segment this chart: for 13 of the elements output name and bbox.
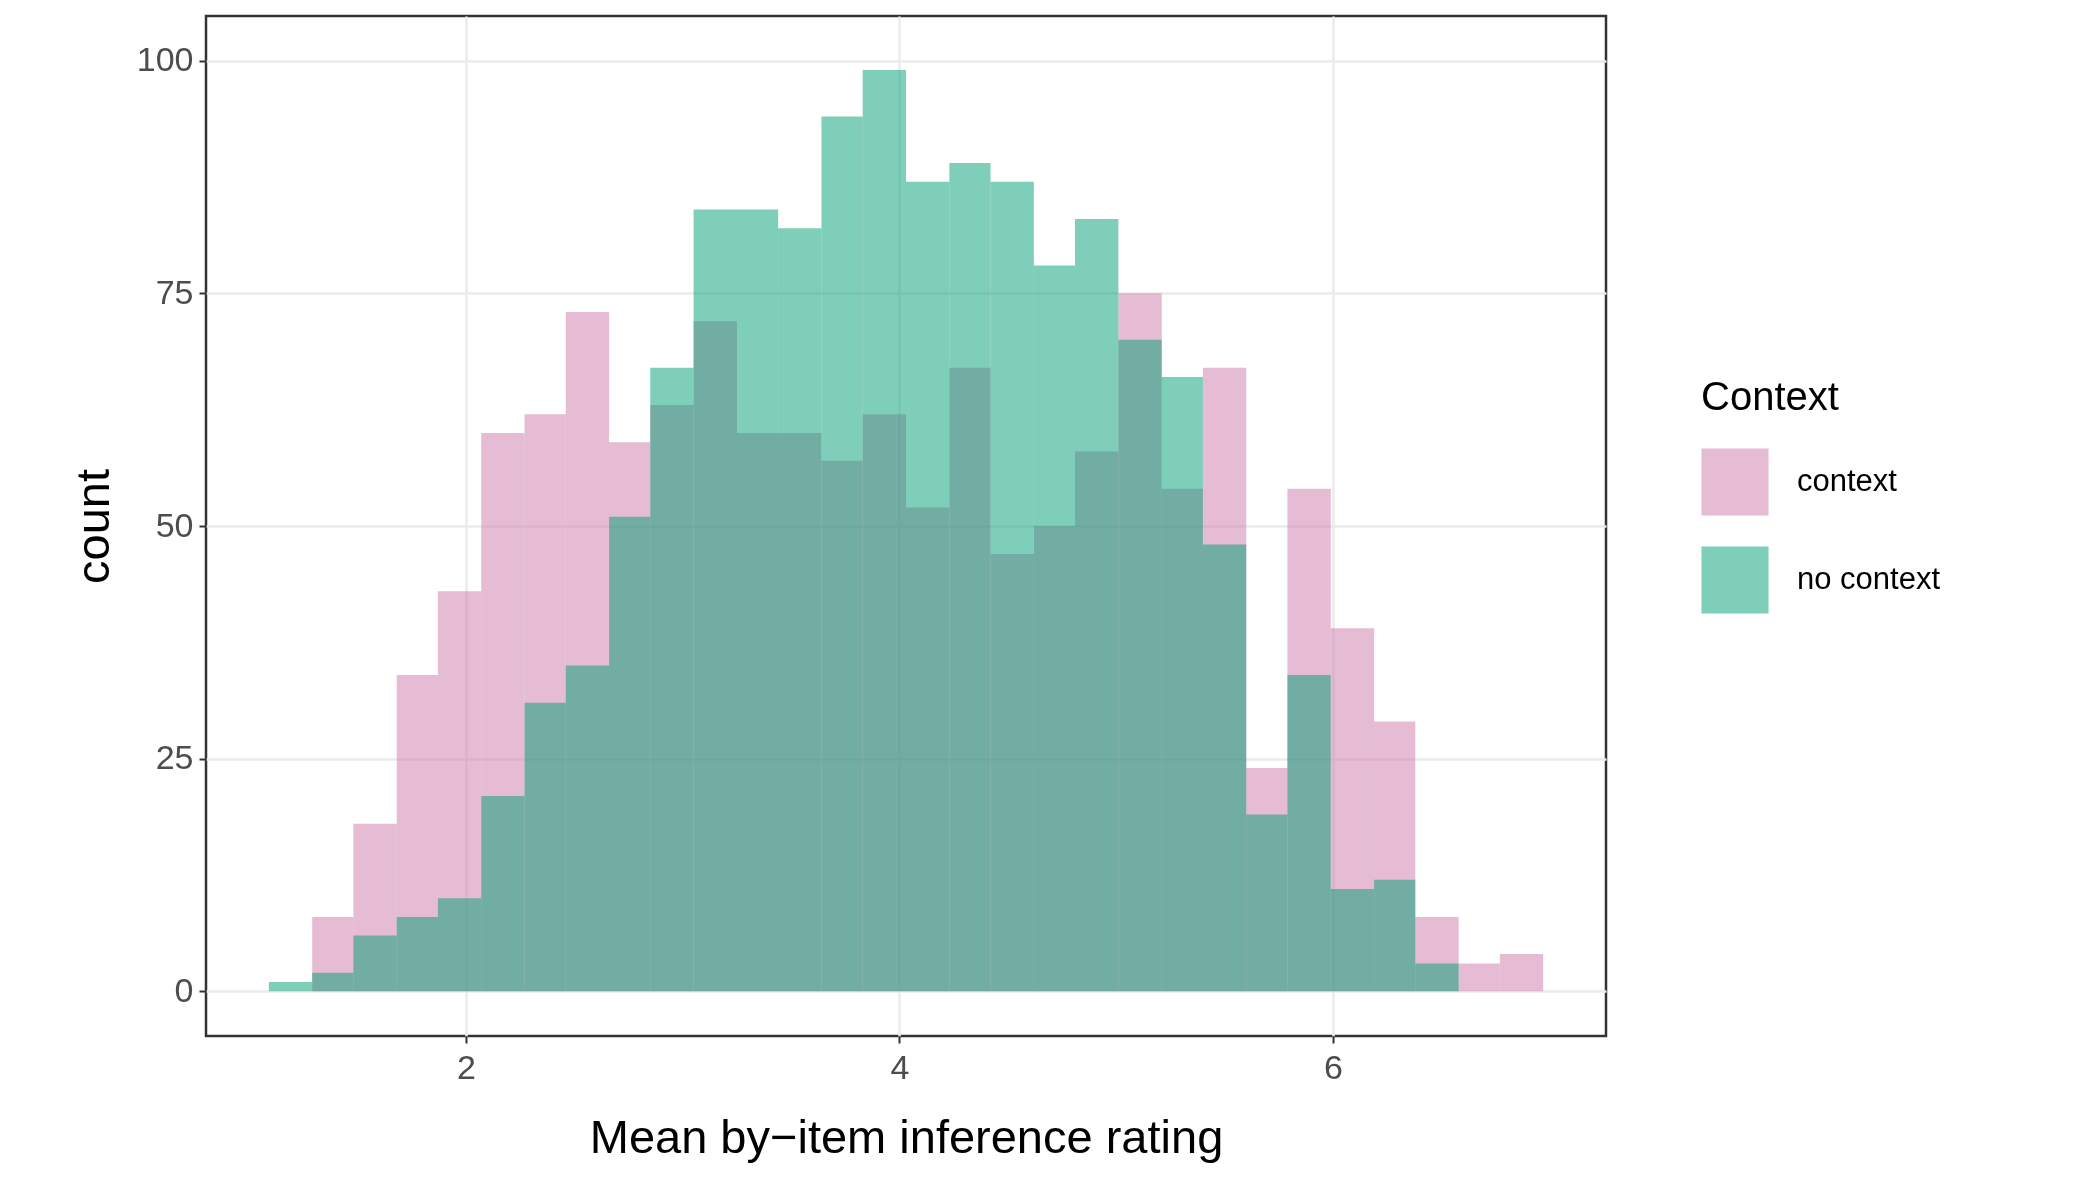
y-axis-title: count: [65, 469, 119, 584]
y-tick-label: 25: [155, 738, 194, 777]
y-tick-label: 0: [174, 970, 194, 1009]
legend-title: Context: [1701, 374, 1839, 418]
x-tick-label: 2: [457, 1047, 477, 1086]
x-tick-label: 6: [1323, 1047, 1343, 1086]
y-tick-label: 75: [155, 272, 194, 311]
y-tick-label: 50: [155, 505, 194, 544]
legend-label: no context: [1797, 561, 1941, 596]
legend-label: context: [1797, 463, 1898, 498]
x-tick-label: 4: [890, 1047, 910, 1086]
x-axis-title: Mean by−item inference rating: [589, 1109, 1224, 1163]
y-tick-label: 100: [136, 40, 194, 79]
